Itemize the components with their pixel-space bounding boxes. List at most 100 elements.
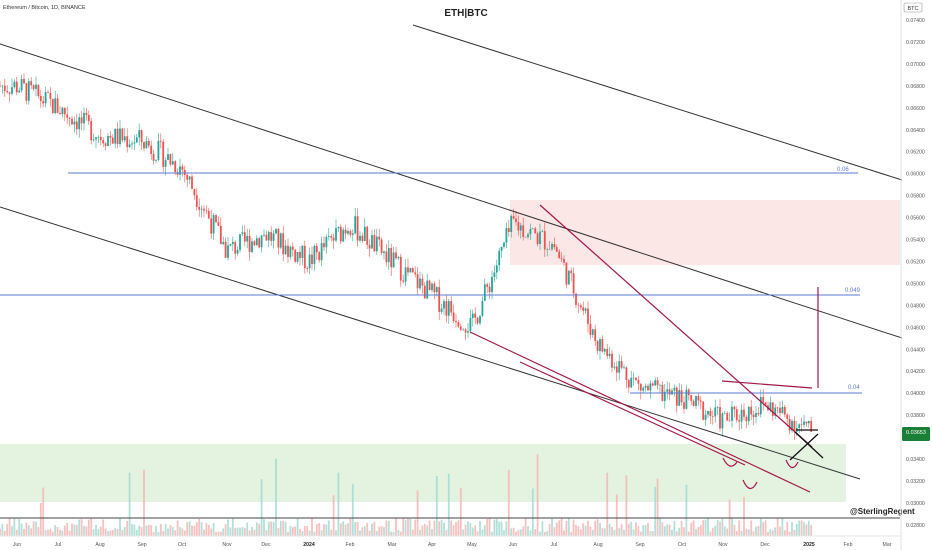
candle-body	[579, 305, 582, 308]
candle-body	[51, 98, 54, 114]
candle-body	[39, 95, 42, 102]
volume-bar	[128, 472, 131, 536]
candle-body	[92, 139, 95, 141]
price-axis[interactable]: BTC	[900, 0, 923, 550]
volume-bar	[786, 522, 789, 536]
candle-body	[764, 402, 767, 406]
level-label-004: 0.04	[848, 385, 860, 391]
volume-bar	[313, 531, 316, 536]
volume-bar	[155, 525, 157, 536]
candle-body	[771, 402, 774, 416]
candle-body	[798, 424, 801, 429]
volume-bar	[380, 526, 383, 536]
candle-body	[719, 407, 721, 429]
volume-bar	[469, 522, 472, 536]
candle-body	[327, 236, 330, 237]
volume-bar	[306, 526, 309, 536]
volume-bar	[299, 528, 301, 536]
volume-bar	[191, 525, 193, 536]
volume-bar	[217, 531, 220, 536]
volume-bar	[107, 531, 109, 536]
candle-body	[95, 137, 97, 140]
candle-body	[339, 226, 342, 242]
volume-bar	[210, 528, 213, 536]
candle-body	[498, 250, 501, 266]
candle-body	[71, 118, 73, 125]
volume-bar	[807, 520, 810, 536]
volume-bar	[239, 527, 241, 536]
candle-body	[246, 235, 249, 242]
volume-bar	[174, 530, 177, 536]
price-tick-label: 0.03000	[906, 501, 925, 507]
candle-body	[359, 235, 361, 241]
volume-bar	[493, 519, 496, 536]
candle-body	[414, 272, 417, 275]
volume-bar	[219, 531, 222, 536]
candle-body	[721, 413, 724, 429]
candle-body	[318, 252, 321, 261]
candle-body	[469, 318, 472, 332]
time-tick-label: Dec	[760, 542, 770, 548]
time-tick-labels[interactable]: Jun Jul Aug Sep Oct Nov Dec 2024 Feb Mar Apr May Jun…	[13, 542, 892, 548]
symmetric-triangle	[789, 429, 824, 461]
volume-bar	[687, 531, 690, 536]
candle-body	[306, 268, 309, 269]
volume-bar	[73, 524, 76, 536]
volume-bar	[543, 531, 546, 536]
volume-bar	[25, 522, 28, 536]
candle-body	[42, 101, 45, 104]
candle-body	[596, 340, 599, 351]
wedge-upper-line	[539, 204, 813, 448]
candle-body	[723, 413, 726, 414]
candle-body	[109, 136, 112, 138]
candle-body	[467, 331, 469, 333]
candle-body	[603, 348, 606, 352]
volume-bar	[433, 520, 436, 536]
volume-bar	[479, 521, 481, 536]
volume-bar	[272, 521, 275, 536]
volume-bar	[788, 531, 791, 536]
candle-body	[164, 160, 167, 167]
candle-body	[287, 245, 289, 257]
candle-body	[83, 112, 85, 124]
candle-body	[282, 233, 285, 255]
volume-bar	[291, 527, 294, 536]
candle-body	[375, 236, 378, 252]
volume-bar	[488, 518, 491, 536]
candle-body	[757, 412, 760, 415]
volume-bar	[215, 531, 217, 536]
volume-bar	[248, 530, 251, 536]
volume-bar	[531, 488, 534, 536]
candle-body	[66, 114, 69, 118]
volume-bar	[767, 531, 769, 536]
volume-bar	[6, 524, 9, 536]
candle-body	[174, 161, 177, 173]
volume-bar	[654, 486, 657, 536]
volume-bar	[697, 526, 700, 536]
volume-bar	[810, 524, 813, 536]
candle-body	[150, 145, 153, 154]
candle-body	[440, 308, 443, 312]
volume-bar	[791, 522, 793, 536]
volume-bar	[642, 525, 645, 536]
symbol-info: Ethereum / Bitcoin, 1D, BINANCE	[3, 5, 86, 11]
volume-bar	[152, 531, 155, 536]
volume-bar	[356, 521, 359, 536]
candle-body	[323, 243, 325, 248]
volume-bar	[527, 526, 529, 536]
volume-bar	[685, 484, 688, 536]
volume-bar	[339, 523, 342, 536]
volume-bar	[186, 522, 189, 536]
volume-bar	[387, 520, 390, 536]
candle-body	[774, 407, 777, 416]
volume-bar	[618, 528, 621, 536]
volume-bar	[495, 519, 498, 536]
candle-body	[347, 231, 349, 234]
candle-body	[157, 140, 160, 160]
candle-body	[683, 402, 685, 409]
time-tick-label: Nov	[222, 542, 232, 548]
candle-body	[373, 235, 376, 252]
candle-body	[47, 92, 49, 93]
candle-body	[35, 84, 37, 89]
